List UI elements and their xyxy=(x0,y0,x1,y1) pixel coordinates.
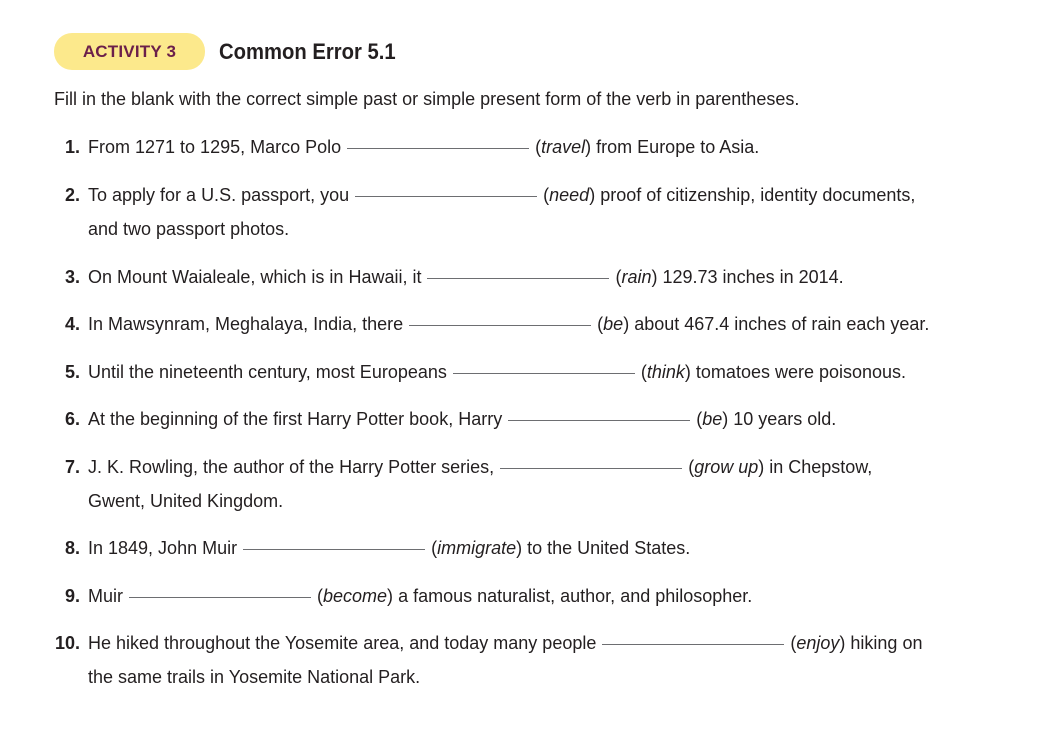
item-text-after: proof of citizenship, identity documents… xyxy=(600,185,916,205)
item-text-after: 129.73 inches in 2014. xyxy=(662,267,844,287)
answer-blank[interactable] xyxy=(427,277,610,279)
verb-hint: (be) xyxy=(696,409,729,429)
item-text: In Mawsynram, Meghalaya, India, there xyxy=(88,314,404,334)
answer-blank[interactable] xyxy=(243,548,426,550)
item-text: He hiked throughout the Yosemite area, a… xyxy=(88,633,597,653)
item-text-after: in Chepstow, xyxy=(769,457,873,477)
item-number: 4. xyxy=(64,314,80,334)
item-text-after: to the United States. xyxy=(527,538,691,558)
item-text-after: from Europe to Asia. xyxy=(596,137,760,157)
verb-hint: (travel) xyxy=(535,137,592,157)
item-text-after: tomatoes were poisonous. xyxy=(695,362,907,382)
answer-blank[interactable] xyxy=(508,419,691,421)
item-number: 7. xyxy=(64,457,80,477)
verb-hint: (be) xyxy=(597,314,630,334)
verb-hint: (rain) xyxy=(615,267,658,287)
item-text: J. K. Rowling, the author of the Harry P… xyxy=(88,457,495,477)
answer-blank[interactable] xyxy=(452,372,635,374)
item-text: Muir xyxy=(88,586,123,606)
item-number: 6. xyxy=(64,409,80,429)
item-text-after: hiking on xyxy=(850,633,923,653)
item-number: 5. xyxy=(64,362,80,382)
item-continuation: Gwent, United Kingdom. xyxy=(88,491,284,511)
answer-blank[interactable] xyxy=(602,643,785,645)
verb-hint: (need) xyxy=(543,185,596,205)
item-number: 8. xyxy=(64,538,80,558)
item-continuation: and two passport photos. xyxy=(88,219,290,239)
answer-blank[interactable] xyxy=(409,324,592,326)
verb-hint: (grow up) xyxy=(688,457,765,477)
item-text: To apply for a U.S. passport, you xyxy=(88,185,350,205)
item-text: Until the nineteenth century, most Europ… xyxy=(88,362,447,382)
item-text: At the beginning of the first Harry Pott… xyxy=(88,409,503,429)
activity-badge: ACTIVITY 3 xyxy=(54,33,205,70)
item-continuation: the same trails in Yosemite National Par… xyxy=(88,667,421,687)
item-text: From 1271 to 1295, Marco Polo xyxy=(88,137,342,157)
item-text: On Mount Waialeale, which is in Hawaii, … xyxy=(88,267,422,287)
item-number: 1. xyxy=(64,137,80,157)
item-text: In 1849, John Muir xyxy=(88,538,238,558)
answer-blank[interactable] xyxy=(129,596,311,598)
activity-header: ACTIVITY 3 Common Error 5.1 xyxy=(54,33,411,70)
activity-title: Common Error 5.1 xyxy=(219,38,396,64)
item-number: 2. xyxy=(64,185,80,205)
item-text-after: about 467.4 inches of rain each year. xyxy=(634,314,930,334)
item-number: 9. xyxy=(64,586,80,606)
item-number: 3. xyxy=(64,267,80,287)
item-text-after: a famous naturalist, author, and philoso… xyxy=(398,586,753,606)
verb-hint: (enjoy) xyxy=(790,633,846,653)
answer-blank[interactable] xyxy=(347,147,530,149)
answer-blank[interactable] xyxy=(355,195,538,197)
verb-hint: (think) xyxy=(640,362,691,382)
item-text-after: 10 years old. xyxy=(733,409,837,429)
verb-hint: (become) xyxy=(317,586,394,606)
verb-hint: (immigrate) xyxy=(431,538,523,558)
item-number: 10. xyxy=(54,633,80,653)
instructions: Fill in the blank with the correct simpl… xyxy=(54,89,800,109)
answer-blank[interactable] xyxy=(500,467,683,469)
